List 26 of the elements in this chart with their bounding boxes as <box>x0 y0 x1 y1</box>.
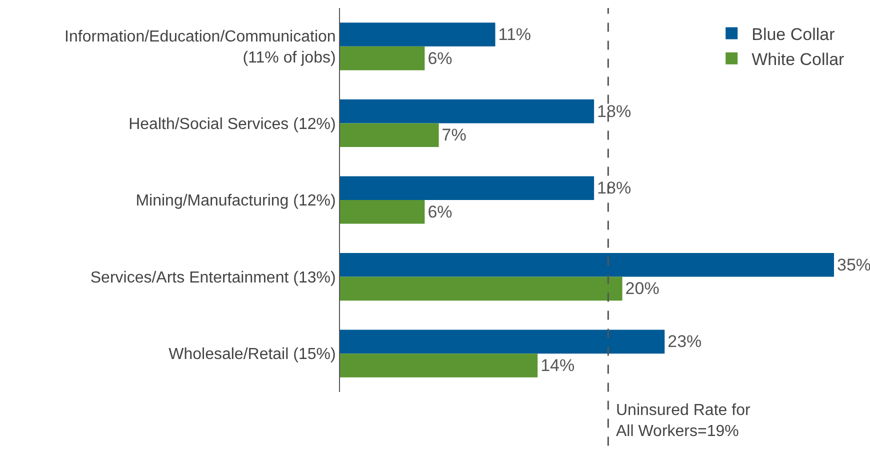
bar <box>340 123 439 148</box>
bar <box>340 276 622 301</box>
bar <box>340 176 594 200</box>
data-label: 14% <box>540 356 575 376</box>
data-label: 7% <box>442 126 466 145</box>
data-label: 23% <box>668 332 702 352</box>
data-label: 20% <box>625 279 660 298</box>
bar <box>340 46 425 70</box>
y-tick-label: Services/Arts Entertainment (13%) <box>90 269 336 286</box>
y-tick-label: Information/Education/Communication (11% of jobs) <box>64 28 336 66</box>
y-tick-label: Wholesale/Retail (15%) <box>168 346 336 364</box>
legend-label: White Collar <box>752 50 845 69</box>
bar <box>340 22 496 46</box>
bar <box>340 200 425 224</box>
data-label: 6% <box>428 202 452 222</box>
data-label: 18% <box>597 102 632 121</box>
bar <box>340 99 594 124</box>
data-label: 6% <box>428 48 452 68</box>
ref-line-label: Uninsured Rate for All Workers=19% <box>616 402 751 440</box>
data-label: 11% <box>498 24 532 44</box>
y-tick-label: Health/Social Services (12%) <box>128 116 336 133</box>
legend-label: Blue Collar <box>752 24 836 44</box>
bar <box>340 252 834 277</box>
y-tick-label: Mining/Manufacturing (12%) <box>136 192 336 210</box>
bar <box>340 330 665 354</box>
bar <box>340 354 538 378</box>
